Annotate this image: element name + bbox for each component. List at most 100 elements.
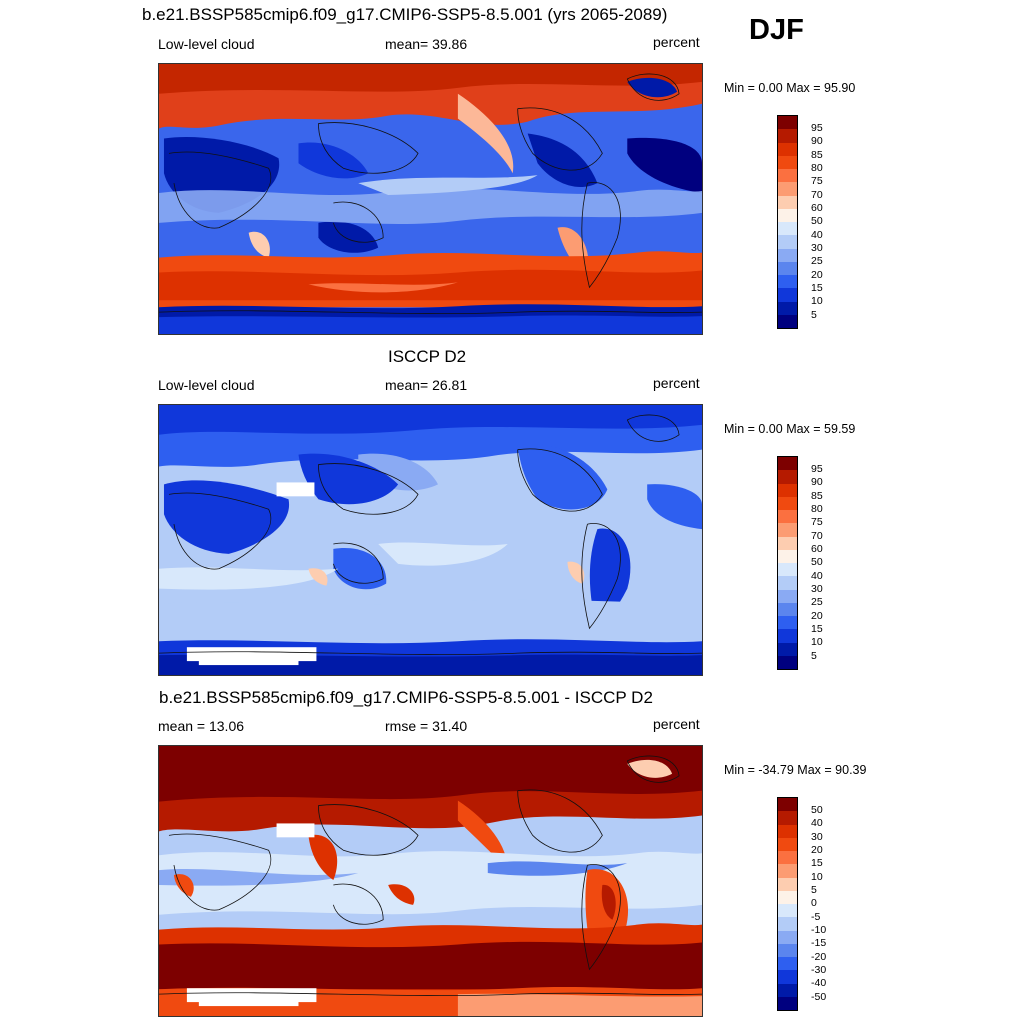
colorbar-swatch (778, 837, 797, 851)
colorbar-tick-label: 15 (811, 282, 823, 294)
panel-3-rmse-label: rmse = 31.40 (385, 718, 468, 734)
colorbar-tick-label: 85 (811, 149, 823, 161)
colorbar-tick-label: 30 (811, 583, 823, 595)
colorbar-swatch (778, 496, 797, 510)
colorbar-swatch (778, 655, 797, 669)
colorbar-swatch (778, 155, 797, 169)
colorbar-tick-label: 60 (811, 543, 823, 555)
colorbar-swatch (778, 642, 797, 656)
colorbar-swatch (778, 288, 797, 302)
colorbar-swatch (778, 314, 797, 328)
colorbar-tick-label: 75 (811, 516, 823, 528)
panel-2-units-label: percent (653, 375, 700, 391)
colorbar-tick-label: 40 (811, 570, 823, 582)
colorbar-tick-label: 40 (811, 817, 823, 829)
colorbar-tick-label: 0 (811, 897, 817, 909)
colorbar-swatch (778, 970, 797, 984)
season-label: DJF (749, 14, 804, 46)
colorbar-swatch (778, 957, 797, 971)
panel-1-variable-label: Low-level cloud (158, 36, 255, 52)
colorbar-swatch (778, 943, 797, 957)
colorbar-tick-label: -20 (811, 951, 827, 963)
colorbar-tick-label: 50 (811, 215, 823, 227)
colorbar-swatch (778, 222, 797, 236)
colorbar-swatch (778, 169, 797, 183)
colorbar-swatch (778, 877, 797, 891)
colorbar-swatch (778, 549, 797, 563)
colorbar-tick-label: -10 (811, 924, 827, 936)
colorbar-swatch (778, 208, 797, 222)
colorbar-tick-label: 10 (811, 871, 823, 883)
panel-3-map (158, 745, 703, 1017)
panel-2-map (158, 404, 703, 676)
colorbar-swatch (778, 917, 797, 931)
panel-2-colorbar (777, 456, 798, 670)
colorbar-swatch (778, 536, 797, 550)
colorbar-swatch (778, 616, 797, 630)
colorbar-swatch (778, 261, 797, 275)
panel-3-title: b.e21.BSSP585cmip6.f09_g17.CMIP6-SSP5-8.… (159, 688, 653, 707)
colorbar-swatch (778, 142, 797, 156)
colorbar-swatch (778, 798, 797, 812)
colorbar-tick-label: -50 (811, 991, 827, 1003)
colorbar-swatch (778, 301, 797, 315)
colorbar-swatch (778, 470, 797, 484)
colorbar-tick-label: 70 (811, 189, 823, 201)
colorbar-tick-label: 95 (811, 122, 823, 134)
colorbar-tick-label: 25 (811, 255, 823, 267)
colorbar-swatch (778, 116, 797, 130)
colorbar-tick-label: 10 (811, 636, 823, 648)
colorbar-swatch (778, 864, 797, 878)
colorbar-swatch (778, 248, 797, 262)
colorbar-tick-label: -40 (811, 977, 827, 989)
colorbar-tick-label: 15 (811, 857, 823, 869)
colorbar-swatch (778, 811, 797, 825)
colorbar-swatch (778, 235, 797, 249)
colorbar-tick-label: 5 (811, 650, 817, 662)
panel-1-title: b.e21.BSSP585cmip6.f09_g17.CMIP6-SSP5-8.… (142, 5, 668, 24)
colorbar-swatch (778, 483, 797, 497)
panel-3-units-label: percent (653, 716, 700, 732)
panel-2-title: ISCCP D2 (388, 347, 467, 366)
colorbar-tick-label: 30 (811, 831, 823, 843)
colorbar-swatch (778, 182, 797, 196)
colorbar-tick-label: 60 (811, 202, 823, 214)
colorbar-tick-label: 20 (811, 610, 823, 622)
colorbar-tick-label: 75 (811, 175, 823, 187)
colorbar-tick-label: 5 (811, 884, 817, 896)
panel-3-minmax: Min = -34.79 Max = 90.39 (724, 763, 867, 777)
panel-2-variable-label: Low-level cloud (158, 377, 255, 393)
colorbar-tick-label: -30 (811, 964, 827, 976)
colorbar-swatch (778, 563, 797, 577)
colorbar-tick-label: 80 (811, 162, 823, 174)
panel-1-map (158, 63, 703, 335)
panel-3-mean-label: mean = 13.06 (158, 718, 245, 734)
colorbar-swatch (778, 602, 797, 616)
colorbar-tick-label: 90 (811, 135, 823, 147)
colorbar-swatch (778, 457, 797, 471)
colorbar-swatch (778, 576, 797, 590)
colorbar-swatch (778, 629, 797, 643)
colorbar-tick-label: 20 (811, 269, 823, 281)
colorbar-tick-label: 40 (811, 229, 823, 241)
colorbar-tick-label: -5 (811, 911, 821, 923)
panel-1-colorbar (777, 115, 798, 329)
colorbar-tick-label: 25 (811, 596, 823, 608)
colorbar-tick-label: 85 (811, 490, 823, 502)
colorbar-swatch (778, 851, 797, 865)
colorbar-swatch (778, 129, 797, 143)
colorbar-swatch (778, 589, 797, 603)
colorbar-tick-label: 15 (811, 623, 823, 635)
colorbar-swatch (778, 983, 797, 997)
colorbar-swatch (778, 275, 797, 289)
panel-1-units-label: percent (653, 34, 700, 50)
panel-3-colorbar (777, 797, 798, 1011)
colorbar-tick-label: 70 (811, 530, 823, 542)
panel-2-minmax: Min = 0.00 Max = 59.59 (724, 422, 856, 436)
colorbar-swatch (778, 890, 797, 904)
panel-1-minmax: Min = 0.00 Max = 95.90 (724, 81, 856, 95)
colorbar-tick-label: -15 (811, 937, 827, 949)
colorbar-tick-label: 90 (811, 476, 823, 488)
colorbar-swatch (778, 824, 797, 838)
colorbar-tick-label: 10 (811, 295, 823, 307)
